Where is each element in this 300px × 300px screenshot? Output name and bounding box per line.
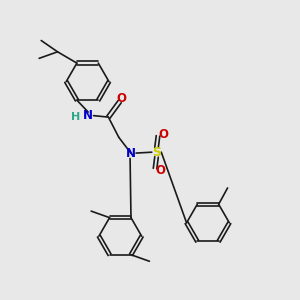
Text: N: N [126,147,136,160]
Text: O: O [116,92,126,105]
Text: N: N [83,109,93,122]
Text: O: O [155,164,165,177]
Text: H: H [71,112,80,122]
Text: S: S [152,146,161,159]
Text: O: O [158,128,168,141]
